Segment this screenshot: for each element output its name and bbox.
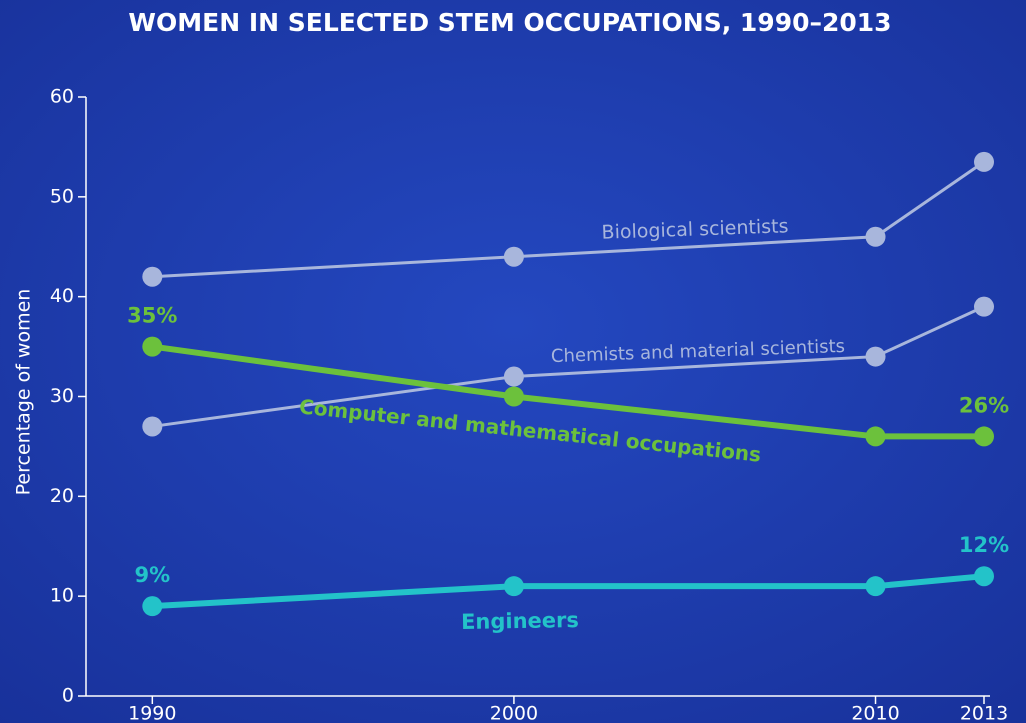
x-tick-label: 1990 — [128, 703, 176, 723]
data-point — [142, 416, 163, 437]
data-point — [142, 266, 163, 287]
y-tick-label: 10 — [50, 585, 74, 607]
y-tick-label: 60 — [50, 86, 74, 108]
data-point — [142, 336, 163, 357]
y-tick-label: 20 — [50, 485, 74, 507]
data-point — [974, 426, 994, 447]
data-point — [974, 296, 994, 317]
data-point — [865, 576, 886, 597]
y-tick-label: 50 — [50, 185, 74, 207]
data-point — [865, 346, 886, 367]
data-point — [974, 151, 994, 172]
series-label: Engineers — [461, 608, 579, 634]
data-point — [865, 426, 886, 447]
x-tick-label: 2000 — [490, 703, 538, 723]
y-tick-label: 0 — [62, 685, 74, 707]
series-line — [152, 305, 985, 428]
series-line — [151, 343, 984, 440]
data-label: 12% — [959, 533, 1009, 557]
y-tick-label: 40 — [50, 285, 74, 307]
data-point — [503, 246, 524, 267]
y-axis-label: Percentage of women — [13, 289, 35, 496]
chart-title: WOMEN IN SELECTED STEM OCCUPATIONS, 1990… — [128, 8, 891, 37]
data-point — [865, 226, 886, 247]
data-point — [503, 366, 524, 387]
series-line — [152, 160, 985, 279]
data-label: 35% — [127, 304, 177, 328]
data-point — [503, 386, 524, 407]
data-label: 26% — [959, 393, 1009, 417]
data-point — [503, 576, 524, 597]
series-line — [152, 573, 985, 610]
y-tick-label: 30 — [50, 385, 74, 407]
data-point — [974, 566, 994, 587]
data-point — [142, 596, 163, 617]
x-tick-label: 2010 — [851, 703, 899, 723]
data-label: 9% — [134, 563, 170, 587]
x-tick-label: 2013 — [960, 703, 1008, 723]
